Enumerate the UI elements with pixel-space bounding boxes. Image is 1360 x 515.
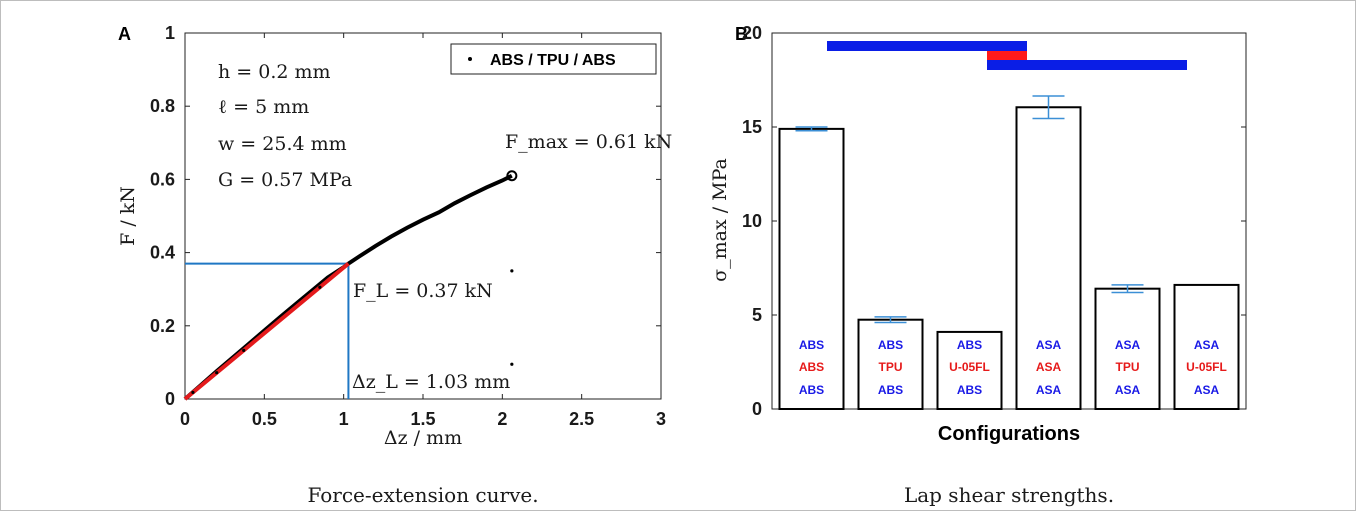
config-layer-label: U-05FL <box>1186 360 1227 374</box>
panel-b-x-label: Configurations <box>938 423 1080 445</box>
data-point <box>191 390 195 395</box>
x-tick-label: 1 <box>339 409 349 429</box>
y-tick-label: 5 <box>752 305 762 325</box>
param-h: h = 0.2 mm <box>218 61 331 83</box>
param-w: w = 25.4 mm <box>218 133 347 155</box>
y-tick-label: 0 <box>752 399 762 419</box>
y-tick-label: 15 <box>742 117 762 137</box>
config-layer-label: ASA <box>1115 338 1141 352</box>
panel-b-significance <box>827 41 1187 70</box>
panel-a-x-ticks: 0 0.5 1 1.5 2 2.5 3 <box>180 33 666 429</box>
annotation-dzl: Δz_L = 1.03 mm <box>352 371 510 393</box>
param-l: ℓ = 5 mm <box>218 96 309 118</box>
data-point <box>318 285 322 289</box>
series-red-linear <box>183 262 350 401</box>
annotation-fl: F_L = 0.37 kN <box>353 280 493 302</box>
config-layer-label: ABS <box>957 338 982 352</box>
fmax-marker <box>506 170 518 182</box>
panel-a-plot-area <box>184 32 662 400</box>
y-tick-label: 0.8 <box>150 96 175 116</box>
panel-a-caption: Force-extension curve. <box>307 483 538 507</box>
legend-box <box>450 43 657 75</box>
config-layer-label: ASA <box>1036 360 1062 374</box>
config-layer-label: ABS <box>878 383 903 397</box>
x-tick-label: 2 <box>497 409 507 429</box>
y-tick-label: 0 <box>165 389 175 409</box>
bar <box>1015 106 1082 410</box>
config-layer-label: ABS <box>799 360 824 374</box>
config-layer-label: U-05FL <box>949 360 990 374</box>
panel-a-curve <box>183 170 518 401</box>
panel-a-legend: ABS / TPU / ABS <box>450 43 657 75</box>
config-layer-label: ASA <box>1036 338 1062 352</box>
config-layer-label: ASA <box>1194 383 1220 397</box>
x-tick-label: 0.5 <box>252 409 277 429</box>
panel-a-parameters: h = 0.2 mm ℓ = 5 mm w = 25.4 mm G = 0.57… <box>218 61 352 191</box>
config-layer-label: ASA <box>1194 338 1220 352</box>
panel-a-y-ticks: 0 0.2 0.4 0.6 0.8 1 <box>150 23 661 409</box>
significance-bar-bottom <box>987 60 1187 70</box>
significance-bar-top <box>827 41 1027 51</box>
x-tick-label: 1.5 <box>410 409 435 429</box>
config-layer-label: ABS <box>799 338 824 352</box>
panel-a-label: A <box>118 24 131 44</box>
config-layer-label: TPU <box>1116 360 1140 374</box>
y-tick-label: 0.4 <box>150 243 175 263</box>
panel-b-label: B <box>735 24 748 44</box>
x-tick-label: 3 <box>656 409 666 429</box>
data-point <box>242 348 246 352</box>
config-layer-label: TPU <box>879 360 903 374</box>
config-layer-label: ASA <box>1115 383 1141 397</box>
y-tick-label: 20 <box>742 23 762 43</box>
y-tick-label: 1 <box>165 23 175 43</box>
panel-b-caption: Lap shear strengths. <box>904 483 1114 507</box>
legend-marker <box>468 57 472 61</box>
bar <box>936 330 1003 411</box>
bar <box>1173 283 1240 411</box>
y-tick-label: 10 <box>742 211 762 231</box>
panel-b-y-ticks: 0 5 10 15 20 <box>742 23 1246 419</box>
panel-a-guides <box>185 262 350 399</box>
y-tick-label: 0.6 <box>150 169 175 189</box>
panel-a-x-label: Δz / mm <box>384 427 462 449</box>
x-tick-label: 2.5 <box>569 409 594 429</box>
data-point <box>510 269 514 273</box>
config-layer-label: ABS <box>878 338 903 352</box>
data-point <box>510 362 514 366</box>
param-g: G = 0.57 MPa <box>218 169 352 191</box>
legend-label: ABS / TPU / ABS <box>490 52 616 69</box>
x-tick-label: 0 <box>180 409 190 429</box>
y-tick-label: 0.2 <box>150 316 175 336</box>
panel-a-y-label: F / kN <box>117 186 139 246</box>
annotation-fmax: F_max = 0.61 kN <box>505 131 672 153</box>
config-layer-label: ASA <box>1036 383 1062 397</box>
config-layer-label: ABS <box>799 383 824 397</box>
panel-b-y-label: σ_max / MPa <box>709 158 731 282</box>
significance-bar-red <box>987 51 1027 60</box>
config-layer-label: ABS <box>957 383 982 397</box>
panel-b-bars: ABS ABS ABS ABS TPU ABS ABS U-05FL ABS ASA ASA ASA A… <box>778 95 1240 411</box>
data-point <box>215 371 219 375</box>
panel-a: A 0 0.2 0.4 0.6 0.8 1 0 0.5 1 1.5 2 2.5 3 h = 0.2 m… <box>117 23 672 507</box>
